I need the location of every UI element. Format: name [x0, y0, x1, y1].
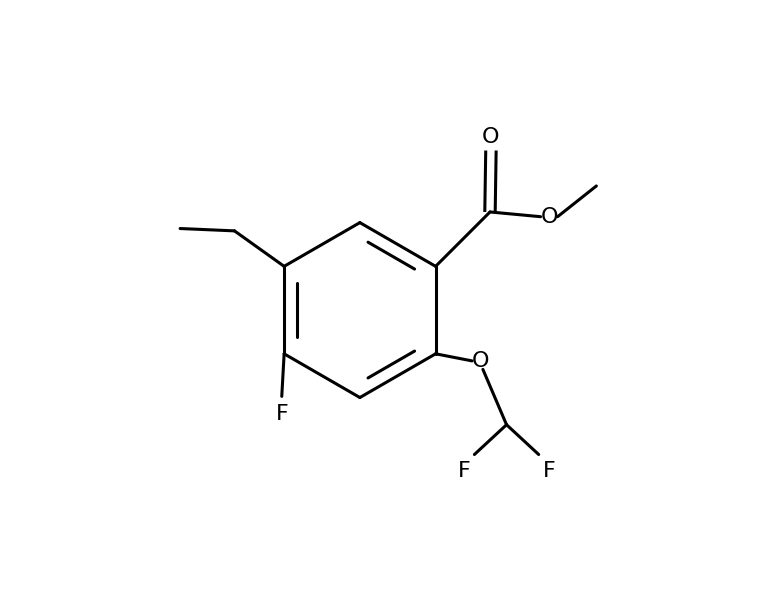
Text: F: F	[458, 460, 470, 481]
Text: F: F	[275, 404, 288, 424]
Text: O: O	[540, 207, 558, 227]
Text: O: O	[482, 127, 500, 147]
Text: F: F	[542, 460, 556, 481]
Text: O: O	[472, 351, 490, 371]
